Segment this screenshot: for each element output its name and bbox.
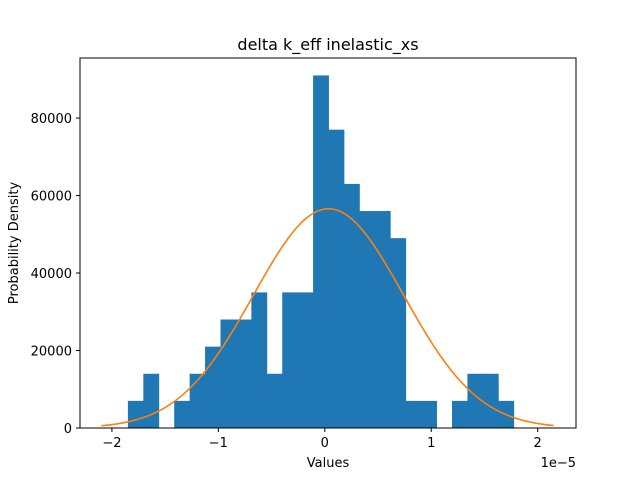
histogram-bar [297, 292, 314, 428]
x-offset-label: 1e−5 [541, 456, 576, 471]
x-tick-label: 1 [427, 436, 435, 451]
y-tick-label: 60000 [31, 190, 72, 205]
x-tick-label: −1 [209, 436, 228, 451]
plot-frame [79, 57, 577, 429]
histogram-bar [405, 400, 422, 428]
y-tick-label: 80000 [31, 112, 72, 127]
x-tick-label: 2 [534, 436, 542, 451]
histogram-bar [313, 75, 329, 428]
x-axis-ticks: −2 −1 0 1 2 [102, 428, 542, 451]
histogram-bar [390, 238, 407, 428]
x-tick-label: −2 [102, 436, 121, 451]
pdf-curve [101, 207, 554, 427]
chart-title: delta k_eff inelastic_xs [237, 35, 418, 55]
histogram-bar [127, 400, 144, 428]
histogram-bar [467, 373, 484, 428]
histogram-bar [143, 373, 160, 428]
histogram-bar [343, 183, 360, 428]
y-tick-label: 40000 [31, 267, 72, 282]
x-axis-label: Values [307, 456, 350, 471]
y-tick-label: 20000 [31, 345, 72, 360]
histogram-bar [452, 400, 468, 428]
histogram-bar [205, 346, 221, 428]
histogram-bar [328, 129, 345, 428]
histogram-bar [359, 211, 376, 428]
histogram-bar [189, 373, 206, 428]
histogram-bar [220, 319, 237, 428]
y-axis-ticks: 0 20000 40000 60000 80000 [31, 112, 80, 437]
histogram-bar [421, 400, 437, 428]
histogram-bar [235, 319, 252, 428]
histogram-bar [174, 400, 191, 428]
histogram-bars [127, 75, 515, 428]
histogram-bar [266, 373, 283, 428]
histogram-bar [282, 292, 299, 428]
y-tick-label: 0 [64, 422, 72, 437]
x-tick-label: 0 [321, 436, 329, 451]
histogram-bar [374, 211, 391, 428]
y-axis-label: Probability Density [7, 182, 22, 305]
histogram-bar [251, 292, 268, 428]
histogram-bar [482, 373, 499, 428]
